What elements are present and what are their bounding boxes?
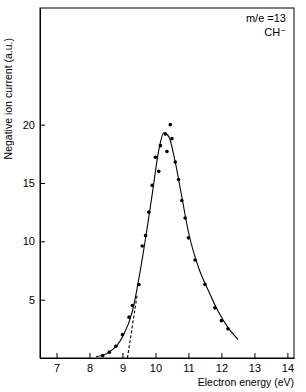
x-tick: 8 [87,353,93,374]
x-tick-mark [122,353,123,358]
y-tick: 5 [29,294,45,306]
dashed-line [127,294,137,358]
y-tick: 10 [23,235,45,247]
x-tick: 11 [183,353,194,374]
y-tick-mark [40,125,45,126]
x-tick-mark [188,353,189,358]
fit-curve [96,133,238,357]
y-tick-label: 20 [23,119,35,131]
y-axis-title: Negative ion current (a.u.) [2,38,14,159]
x-tick: 14 [282,353,294,374]
marks [96,123,238,358]
x-tick-label: 14 [282,362,294,374]
x-tick-mark [155,353,156,358]
data-point [165,150,169,154]
y-tick-label: 15 [23,177,35,189]
x-tick-mark [221,353,222,358]
x-tick: 7 [54,353,60,374]
x-tick: 9 [120,353,126,374]
data-point [154,156,158,160]
x-tick-label: 11 [183,362,194,374]
x-tick: 12 [216,353,228,374]
x-tick-label: 7 [54,362,60,374]
plot-area: 7 8 9 10 11 12 13 14 5 10 15 20 [23,8,295,374]
data-point [168,123,172,127]
x-axis: 7 8 9 10 11 12 13 14 [41,353,295,374]
x-tick-label: 12 [216,362,228,374]
x-tick-mark [254,353,255,358]
y-tick-mark [40,183,45,184]
x-tick-label: 9 [120,362,126,374]
x-axis-line [41,358,295,359]
x-tick-mark [89,353,90,358]
x-tick-label: 10 [150,362,162,374]
x-tick-label: 8 [87,362,93,374]
x-tick-label: 13 [249,362,261,374]
annotation: m/e =13 [246,12,286,24]
x-axis-title: Electron energy (eV) [198,376,294,388]
y-tick: 15 [23,177,45,189]
x-tick-mark [56,353,57,358]
y-tick-mark [40,300,45,301]
x-tick: 10 [150,353,162,374]
data-point [157,170,161,174]
y-tick-label: 5 [29,294,35,306]
y-axis: 5 10 15 20 [23,9,45,359]
plot-frame [40,8,294,358]
y-tick-mark [40,241,45,242]
data-point [140,244,144,248]
y-tick-label: 10 [23,235,35,247]
annotation: CH⁻ [264,26,286,38]
x-tick: 13 [249,353,261,374]
x-tick-mark [287,353,288,358]
y-tick: 20 [23,119,45,131]
chart: 7 8 9 10 11 12 13 14 5 10 15 20 Electron energy (eV)… [0,0,306,392]
